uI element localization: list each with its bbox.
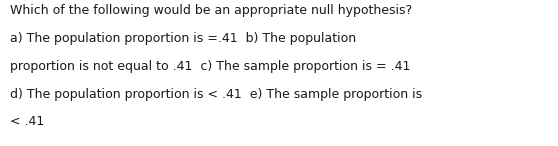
Text: a) The population proportion is =.41  b) The population: a) The population proportion is =.41 b) … xyxy=(10,32,356,45)
Text: d) The population proportion is < .41  e) The sample proportion is: d) The population proportion is < .41 e)… xyxy=(10,88,422,101)
Text: < .41: < .41 xyxy=(10,115,44,128)
Text: proportion is not equal to .41  c) The sample proportion is = .41: proportion is not equal to .41 c) The sa… xyxy=(10,60,411,73)
Text: Which of the following would be an appropriate null hypothesis?: Which of the following would be an appro… xyxy=(10,4,412,17)
